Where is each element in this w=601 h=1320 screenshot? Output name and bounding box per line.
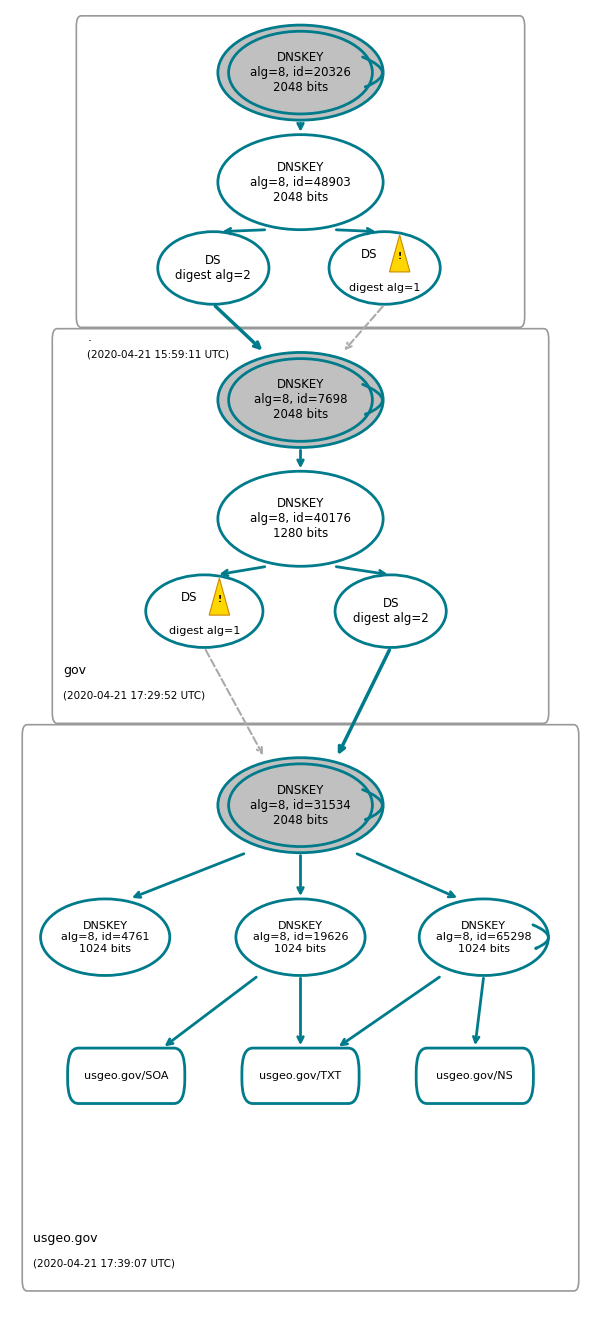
- Text: DNSKEY
alg=8, id=65298
1024 bits: DNSKEY alg=8, id=65298 1024 bits: [436, 920, 532, 954]
- Text: DNSKEY
alg=8, id=7698
2048 bits: DNSKEY alg=8, id=7698 2048 bits: [254, 379, 347, 421]
- Polygon shape: [209, 578, 230, 615]
- Ellipse shape: [335, 576, 447, 648]
- Ellipse shape: [329, 232, 440, 305]
- FancyBboxPatch shape: [76, 16, 525, 327]
- Text: digest alg=1: digest alg=1: [169, 626, 240, 636]
- Text: DS
digest alg=2: DS digest alg=2: [175, 253, 251, 282]
- FancyArrowPatch shape: [362, 384, 382, 414]
- Ellipse shape: [218, 758, 383, 853]
- Ellipse shape: [218, 135, 383, 230]
- Text: usgeo.gov/SOA: usgeo.gov/SOA: [84, 1071, 168, 1081]
- Text: DS: DS: [181, 591, 198, 605]
- Ellipse shape: [228, 32, 373, 114]
- Ellipse shape: [419, 899, 549, 975]
- Ellipse shape: [228, 359, 373, 441]
- Ellipse shape: [228, 764, 373, 846]
- Text: digest alg=1: digest alg=1: [349, 282, 420, 293]
- Text: !: !: [398, 252, 401, 260]
- Ellipse shape: [218, 25, 383, 120]
- Ellipse shape: [157, 232, 269, 305]
- Text: gov: gov: [63, 664, 86, 677]
- Text: usgeo.gov: usgeo.gov: [33, 1232, 97, 1245]
- Text: DNSKEY
alg=8, id=19626
1024 bits: DNSKEY alg=8, id=19626 1024 bits: [253, 920, 348, 954]
- Text: DNSKEY
alg=8, id=31534
2048 bits: DNSKEY alg=8, id=31534 2048 bits: [250, 784, 351, 826]
- Ellipse shape: [236, 899, 365, 975]
- FancyBboxPatch shape: [416, 1048, 534, 1104]
- FancyBboxPatch shape: [52, 329, 549, 723]
- Text: usgeo.gov/TXT: usgeo.gov/TXT: [260, 1071, 341, 1081]
- Text: DNSKEY
alg=8, id=48903
2048 bits: DNSKEY alg=8, id=48903 2048 bits: [250, 161, 351, 203]
- Ellipse shape: [146, 576, 263, 648]
- Text: (2020-04-21 17:39:07 UTC): (2020-04-21 17:39:07 UTC): [33, 1258, 175, 1269]
- Polygon shape: [389, 235, 410, 272]
- Ellipse shape: [218, 352, 383, 447]
- Text: DS: DS: [361, 248, 378, 261]
- Ellipse shape: [218, 471, 383, 566]
- FancyArrowPatch shape: [362, 57, 382, 87]
- Text: (2020-04-21 15:59:11 UTC): (2020-04-21 15:59:11 UTC): [87, 350, 229, 360]
- Text: DNSKEY
alg=8, id=4761
1024 bits: DNSKEY alg=8, id=4761 1024 bits: [61, 920, 150, 954]
- Text: usgeo.gov/NS: usgeo.gov/NS: [436, 1071, 513, 1081]
- Text: !: !: [218, 595, 221, 603]
- FancyBboxPatch shape: [67, 1048, 185, 1104]
- Text: DS
digest alg=2: DS digest alg=2: [353, 597, 429, 626]
- Text: DNSKEY
alg=8, id=40176
1280 bits: DNSKEY alg=8, id=40176 1280 bits: [250, 498, 351, 540]
- FancyBboxPatch shape: [242, 1048, 359, 1104]
- FancyArrowPatch shape: [533, 925, 549, 948]
- Ellipse shape: [40, 899, 170, 975]
- FancyArrowPatch shape: [362, 789, 382, 820]
- Text: (2020-04-21 17:29:52 UTC): (2020-04-21 17:29:52 UTC): [63, 690, 205, 701]
- FancyBboxPatch shape: [22, 725, 579, 1291]
- Text: .: .: [87, 331, 91, 345]
- Text: DNSKEY
alg=8, id=20326
2048 bits: DNSKEY alg=8, id=20326 2048 bits: [250, 51, 351, 94]
